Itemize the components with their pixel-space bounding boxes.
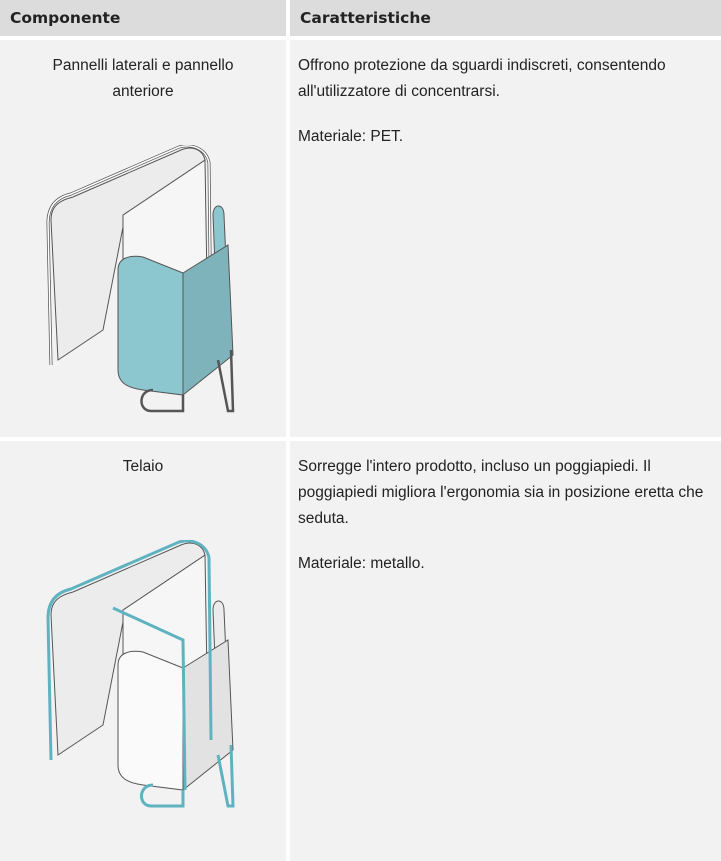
- description-text: Materiale: PET.: [298, 128, 404, 145]
- panels-illustration: [46, 145, 235, 413]
- frame-illustration: [46, 540, 235, 808]
- component-cell: Telaio: [0, 441, 286, 861]
- component-name: Pannelli laterali e pannello anteriore: [52, 57, 234, 100]
- header-row: Componente Caratteristiche: [0, 0, 721, 36]
- table-row: Telaio Sorregge l'intero prodotto, inclu…: [0, 441, 721, 861]
- table-row: Pannelli laterali e pannello anteriore O…: [0, 40, 721, 437]
- description-text: Sorregge l'intero prodotto, incluso un p…: [298, 458, 704, 527]
- description-text: Materiale: metallo.: [298, 555, 425, 572]
- description-cell: Offrono protezione da sguardi indiscreti…: [290, 40, 721, 437]
- component-cell: Pannelli laterali e pannello anteriore: [0, 40, 286, 437]
- component-name: Telaio: [122, 458, 164, 475]
- description-cell: Sorregge l'intero prodotto, incluso un p…: [290, 441, 721, 861]
- description-text: Offrono protezione da sguardi indiscreti…: [298, 57, 666, 100]
- header-cell: Caratteristiche: [290, 0, 721, 36]
- header-cell: Componente: [0, 0, 286, 36]
